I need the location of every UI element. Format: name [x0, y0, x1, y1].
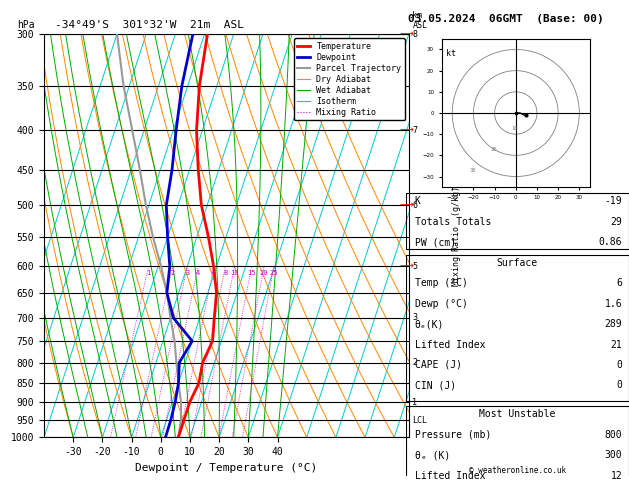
Bar — [406, 193, 629, 249]
Text: 8: 8 — [413, 30, 418, 38]
Text: 10: 10 — [230, 270, 239, 276]
Text: 289: 289 — [604, 319, 622, 329]
Text: Pressure (mb): Pressure (mb) — [415, 430, 491, 440]
Text: Lifted Index: Lifted Index — [415, 340, 485, 349]
Text: 1.6: 1.6 — [604, 298, 622, 309]
Text: 20: 20 — [491, 147, 497, 152]
Text: 29: 29 — [611, 217, 622, 226]
Text: 800: 800 — [604, 430, 622, 440]
Text: 0: 0 — [616, 381, 622, 390]
Text: 12: 12 — [611, 470, 622, 481]
Text: LCL: LCL — [413, 416, 428, 425]
Text: © weatheronline.co.uk: © weatheronline.co.uk — [469, 466, 566, 475]
Text: 0.86: 0.86 — [599, 237, 622, 247]
Text: 03.05.2024  06GMT  (Base: 00): 03.05.2024 06GMT (Base: 00) — [408, 14, 603, 24]
Text: Surface: Surface — [497, 258, 538, 268]
Text: 5: 5 — [413, 262, 418, 271]
Text: Lifted Index: Lifted Index — [415, 470, 485, 481]
Text: 1: 1 — [147, 270, 151, 276]
Text: Most Unstable: Most Unstable — [479, 409, 555, 419]
Text: 25: 25 — [270, 270, 278, 276]
Text: 6: 6 — [413, 201, 418, 209]
Text: 1: 1 — [413, 398, 418, 407]
Text: CAPE (J): CAPE (J) — [415, 360, 462, 370]
Text: 10: 10 — [511, 126, 518, 131]
Text: 21: 21 — [611, 340, 622, 349]
Text: 300: 300 — [604, 450, 622, 460]
Text: 8: 8 — [223, 270, 228, 276]
Text: hPa: hPa — [17, 20, 35, 30]
Text: Totals Totals: Totals Totals — [415, 217, 491, 226]
Legend: Temperature, Dewpoint, Parcel Trajectory, Dry Adiabat, Wet Adiabat, Isotherm, Mi: Temperature, Dewpoint, Parcel Trajectory… — [294, 38, 404, 121]
Text: K: K — [415, 196, 421, 206]
Text: 15: 15 — [247, 270, 256, 276]
Text: 0: 0 — [616, 360, 622, 370]
Text: CIN (J): CIN (J) — [415, 381, 456, 390]
Text: 6: 6 — [616, 278, 622, 288]
Bar — [406, 255, 629, 401]
Text: Mixing Ratio  (g/kg): Mixing Ratio (g/kg) — [452, 186, 461, 286]
Text: 7: 7 — [413, 126, 418, 135]
Text: ⟶: ⟶ — [399, 261, 413, 271]
Text: 3: 3 — [413, 313, 418, 322]
Text: PW (cm): PW (cm) — [415, 237, 456, 247]
Text: 6: 6 — [212, 270, 216, 276]
Text: 4: 4 — [196, 270, 200, 276]
Text: θₑ(K): θₑ(K) — [415, 319, 444, 329]
Text: 20: 20 — [260, 270, 269, 276]
Text: ⟶: ⟶ — [399, 200, 413, 210]
Text: 30: 30 — [469, 168, 476, 174]
Text: km
ASL: km ASL — [413, 11, 428, 30]
Text: ⟶: ⟶ — [399, 125, 413, 136]
Text: 2: 2 — [413, 358, 418, 367]
Text: 2: 2 — [170, 270, 175, 276]
Text: 3: 3 — [185, 270, 189, 276]
Text: -34°49'S  301°32'W  21m  ASL: -34°49'S 301°32'W 21m ASL — [55, 20, 244, 31]
Text: kt: kt — [446, 50, 456, 58]
X-axis label: Dewpoint / Temperature (°C): Dewpoint / Temperature (°C) — [135, 463, 318, 473]
Text: θₑ (K): θₑ (K) — [415, 450, 450, 460]
Bar — [406, 406, 629, 486]
Text: -19: -19 — [604, 196, 622, 206]
Text: Temp (°C): Temp (°C) — [415, 278, 467, 288]
Text: Dewp (°C): Dewp (°C) — [415, 298, 467, 309]
Text: ⟶: ⟶ — [399, 29, 413, 39]
